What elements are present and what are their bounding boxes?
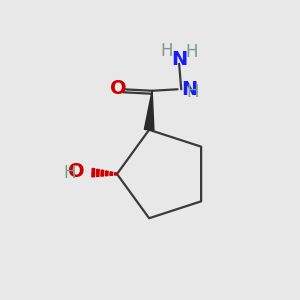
Text: O: O xyxy=(110,79,127,98)
Polygon shape xyxy=(110,172,112,175)
Text: H: H xyxy=(185,43,198,61)
Text: O: O xyxy=(68,162,85,181)
Text: H: H xyxy=(63,164,76,182)
Text: N: N xyxy=(171,50,187,69)
Polygon shape xyxy=(96,169,99,176)
Polygon shape xyxy=(92,168,95,177)
Polygon shape xyxy=(144,91,154,130)
Polygon shape xyxy=(105,171,108,176)
Polygon shape xyxy=(115,172,117,175)
Text: N: N xyxy=(181,80,197,99)
Polygon shape xyxy=(101,170,104,176)
Text: H: H xyxy=(186,83,199,101)
Text: H: H xyxy=(160,42,173,60)
